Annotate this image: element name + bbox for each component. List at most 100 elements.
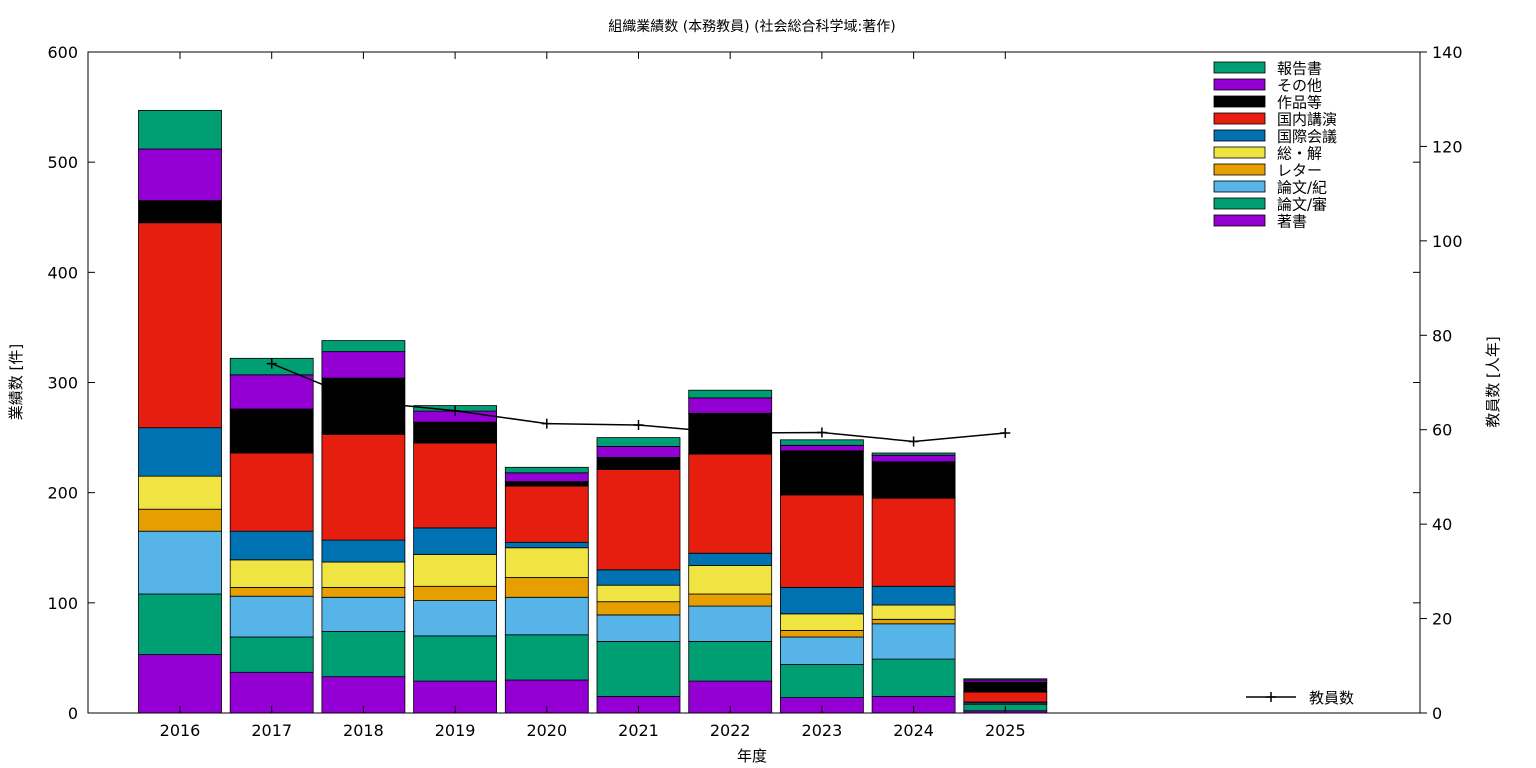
legend-label-4: 国際会議: [1277, 128, 1337, 146]
line-layer: [266, 358, 1011, 447]
bar-2025-series-7: [963, 681, 1048, 693]
x-tick-label-2019: 2019: [435, 721, 476, 740]
x-tick-label-2022: 2022: [710, 721, 751, 740]
bar-2017-series-5: [229, 530, 314, 561]
bar-2022-series-5: [688, 552, 773, 566]
legend-swatch-1: [1213, 78, 1266, 91]
x-tick-label-2018: 2018: [343, 721, 384, 740]
bar-2018-series-8: [321, 351, 406, 379]
bar-2023-series-1: [780, 664, 864, 698]
bar-2024-series-1: [871, 658, 956, 697]
legend-swatch-6: [1213, 163, 1266, 176]
bar-2020-series-3: [504, 577, 589, 598]
bar-2022-series-1: [688, 641, 773, 682]
bar-2020-series-1: [504, 634, 589, 681]
legend-swatch-4: [1213, 129, 1266, 142]
bar-2025-series-6: [963, 691, 1048, 703]
bar-2018-series-1: [321, 631, 406, 678]
bar-2016-series-6: [138, 222, 222, 429]
y-axis-label: 業績数 [件]: [7, 344, 25, 420]
y2-tick-label-20: 20: [1432, 610, 1452, 629]
bar-2023-series-3: [780, 630, 864, 638]
bar-2016-series-1: [138, 593, 222, 655]
bar-2017-series-3: [229, 587, 314, 597]
bar-2023-series-4: [780, 613, 864, 631]
bar-2016-series-0: [138, 654, 222, 714]
x-tick-label-2017: 2017: [251, 721, 292, 740]
legend-label-1: その他: [1277, 77, 1322, 95]
y-tick-label-0: 0: [68, 704, 78, 723]
bar-2019-series-5: [413, 527, 498, 555]
x-tick-label-2025: 2025: [985, 721, 1026, 740]
bar-2024-series-8: [871, 454, 956, 463]
bar-2017-series-2: [229, 595, 314, 638]
line-point-2020: [541, 418, 552, 429]
bar-2023-series-7: [780, 450, 864, 496]
bars-layer: [138, 110, 1048, 714]
bar-2017-series-6: [229, 452, 314, 532]
legend-label-2: 作品等: [1277, 94, 1322, 112]
line-point-2025: [1000, 428, 1011, 439]
bar-2018-series-4: [321, 561, 406, 588]
y2-tick-label-100: 100: [1432, 232, 1463, 251]
y-tick-label-400: 400: [47, 263, 78, 282]
bar-2017-series-7: [229, 408, 314, 454]
bar-2020-series-4: [504, 547, 589, 578]
bar-2023-series-2: [780, 636, 864, 665]
bar-2024-series-5: [871, 585, 956, 606]
bar-2021-series-2: [596, 614, 681, 642]
x-tick-label-2021: 2021: [618, 721, 659, 740]
y-tick-label-600: 600: [47, 43, 78, 62]
bar-2021-series-9: [596, 437, 681, 447]
legend-line-marker: [1266, 692, 1276, 702]
line-point-2023: [816, 427, 827, 438]
bar-2022-series-2: [688, 605, 773, 642]
bar-2021-series-8: [596, 445, 681, 458]
legend-swatch-3: [1213, 112, 1266, 125]
bar-2020-series-6: [504, 485, 589, 543]
bar-2022-series-6: [688, 453, 773, 554]
bar-2023-series-8: [780, 444, 864, 452]
line-point-2018: [358, 396, 369, 407]
bar-2019-series-4: [413, 554, 498, 587]
legend-label-5: 総・解: [1277, 145, 1322, 163]
bar-2022-series-4: [688, 565, 773, 595]
bar-2021-series-7: [596, 456, 681, 470]
bar-2021-series-6: [596, 469, 681, 571]
x-axis-label: 年度: [737, 747, 767, 765]
bar-2022-series-3: [688, 593, 773, 607]
bar-2017-series-1: [229, 636, 314, 673]
bar-2018-series-6: [321, 433, 406, 541]
bar-2016-series-3: [138, 508, 222, 532]
legend-label-3: 国内講演: [1277, 111, 1337, 129]
bar-2016-series-2: [138, 530, 222, 595]
bar-2018-series-2: [321, 596, 406, 632]
bar-2017-series-4: [229, 559, 314, 588]
bar-2016-series-7: [138, 200, 222, 224]
bar-2021-series-5: [596, 569, 681, 586]
y-tick-label-200: 200: [47, 484, 78, 503]
legend-label-line: 教員数: [1309, 689, 1354, 707]
bar-2021-series-3: [596, 601, 681, 616]
bar-2023-series-6: [780, 494, 864, 588]
bar-2024-series-9: [871, 452, 956, 456]
legend-swatch-8: [1213, 197, 1266, 210]
chart-title: 組織業績数 (本務教員) (社会総合科学域:著作): [608, 19, 895, 35]
legend-swatch-7: [1213, 180, 1266, 193]
bar-2017-series-8: [229, 374, 314, 410]
bar-2022-series-8: [688, 397, 773, 414]
axes-layer: 0 100 200 300 400 500 600 0 20 40 60 80 100 120 140 201…: [47, 43, 1462, 740]
bar-2025-series-9: [963, 678, 1048, 681]
line-point-2022: [725, 428, 736, 439]
x-tick-label-2016: 2016: [160, 721, 201, 740]
bar-2018-series-3: [321, 587, 406, 598]
legend-swatch-0: [1213, 61, 1266, 74]
legend-swatch-9: [1213, 214, 1266, 227]
y2-tick-label-80: 80: [1432, 326, 1452, 345]
x-tick-label-2020: 2020: [526, 721, 567, 740]
y2-tick-label-140: 140: [1432, 43, 1463, 62]
bar-2020-series-5: [504, 541, 589, 549]
